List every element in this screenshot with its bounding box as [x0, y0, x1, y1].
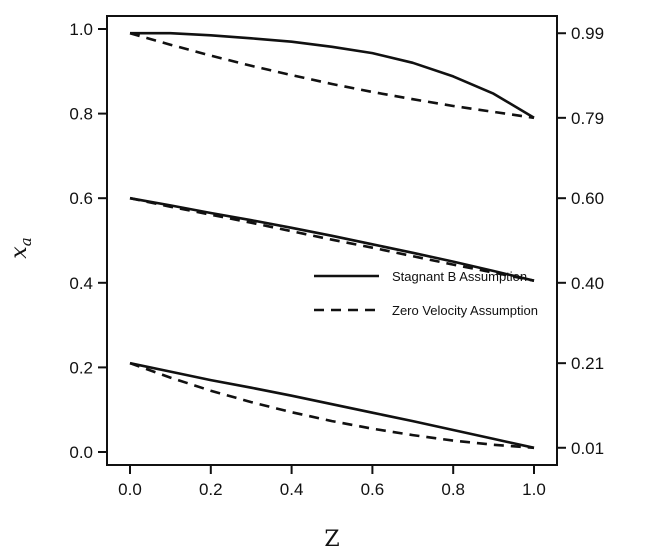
legend-label: Stagnant B Assumption [392, 269, 527, 284]
y2-tick-label: 0.99 [571, 24, 604, 43]
y2-tick-label: 0.01 [571, 439, 604, 458]
y-tick-label: 1.0 [69, 20, 93, 39]
y-tick-label: 0.2 [69, 358, 93, 377]
y-axis-ticks: 0.0 0.2 0.4 0.6 0.8 1.0 [69, 20, 107, 462]
y2-tick-label: 0.21 [571, 354, 604, 373]
y-tick-label: 0.6 [69, 189, 93, 208]
y-tick-label: 0.8 [69, 105, 93, 124]
y2-axis-ticks: 0.01 0.21 0.40 0.60 0.79 0.99 [557, 24, 604, 458]
y2-tick-label: 0.60 [571, 189, 604, 208]
legend-label: Zero Velocity Assumption [392, 303, 538, 318]
x-tick-label: 0.2 [199, 480, 223, 499]
x-tick-label: 0.4 [280, 480, 304, 499]
y-axis-label: xa [7, 237, 35, 258]
x-axis-label: Z [324, 527, 339, 552]
plot-frame [106, 15, 558, 466]
series-layer [129, 31, 535, 450]
x-tick-label: 0.0 [118, 480, 142, 499]
y2-tick-label: 0.40 [571, 274, 604, 293]
series-line-5-solid [129, 361, 535, 450]
legend: Stagnant B Assumption Zero Velocity Assum… [314, 269, 538, 318]
series-line-6-dashed [129, 361, 535, 450]
x-axis-ticks: 0.0 0.2 0.4 0.6 0.8 1.0 [118, 465, 546, 499]
y-tick-label: 0.4 [69, 274, 93, 293]
x-tick-label: 1.0 [522, 480, 546, 499]
series-line-2-dashed [129, 31, 535, 120]
y-axis-label-main: x [7, 246, 32, 259]
series-line-4-dashed [129, 196, 535, 282]
series-line-3-solid [129, 196, 535, 282]
x-tick-label: 0.8 [441, 480, 465, 499]
x-tick-label: 0.6 [361, 480, 385, 499]
y2-tick-label: 0.79 [571, 109, 604, 128]
y-tick-label: 0.0 [69, 443, 93, 462]
series-line-1-solid [130, 31, 535, 119]
y-axis-label-subscript: a [17, 237, 35, 246]
